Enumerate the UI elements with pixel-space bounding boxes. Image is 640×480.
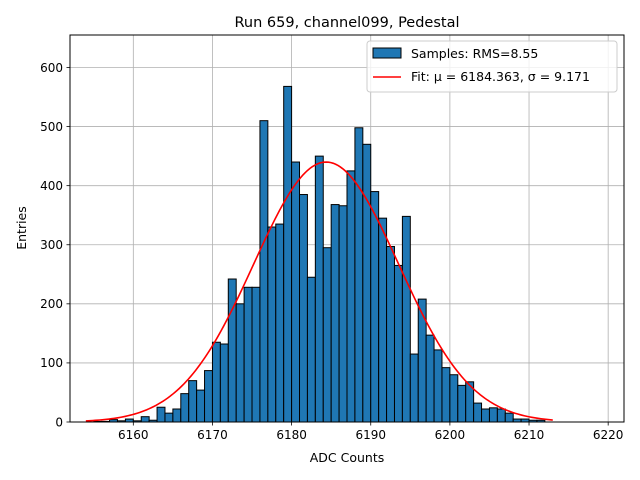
x-axis-ticks: 6160 6170 6180 6190 6200 6210 6220 (118, 422, 623, 442)
gaussian-fit-curve (85, 161, 553, 422)
histogram-bar (449, 374, 459, 423)
histogram-bar (211, 341, 221, 423)
histogram-bar (441, 367, 451, 423)
y-tick-label-2: 200 (40, 297, 63, 311)
histogram-bar (473, 402, 483, 423)
x-tick-label-1: 6170 (197, 428, 228, 442)
histogram-bar (354, 127, 364, 423)
histogram-bar (488, 407, 498, 423)
histogram-bar (275, 223, 285, 423)
histogram-bar (251, 286, 261, 423)
chart-title: Run 659, channel099, Pedestal (234, 15, 459, 31)
histogram-bar (156, 406, 166, 423)
legend-histogram-label: Samples: RMS=8.55 (411, 46, 538, 61)
y-axis-label: Entries (14, 206, 29, 250)
plot-frame (69, 34, 625, 423)
histogram-bar (393, 264, 403, 423)
x-tick-label-0: 6160 (118, 428, 149, 442)
histogram-bar (322, 247, 332, 423)
histogram-bar (314, 155, 324, 423)
legend: Samples: RMS=8.55 Fit: μ = 6184.363, σ =… (366, 40, 618, 93)
histogram-bar (433, 349, 443, 423)
y-tick-label-4: 400 (40, 179, 63, 193)
legend-box (366, 40, 618, 93)
y-tick-label-1: 100 (40, 356, 63, 370)
y-axis-ticks: 0 100 200 300 400 500 600 (40, 61, 70, 429)
histogram-bar (346, 170, 356, 423)
legend-histogram-swatch (372, 47, 402, 59)
x-tick-label-3: 6190 (355, 428, 386, 442)
histogram-bar (362, 143, 372, 423)
histogram-bar (204, 370, 213, 423)
histogram-bar (378, 217, 388, 423)
y-tick-label-6: 600 (40, 61, 63, 75)
y-tick-label-5: 500 (40, 120, 63, 134)
histogram-bar (267, 226, 277, 423)
histogram-bar (235, 303, 245, 423)
histogram-bar (401, 215, 411, 423)
histogram-bar (196, 389, 206, 423)
y-tick-label-3: 300 (40, 238, 63, 252)
histogram-bar (291, 161, 301, 423)
x-tick-label-6: 6220 (593, 428, 624, 442)
x-axis-label: ADC Counts (310, 450, 385, 465)
histogram-bar (172, 408, 182, 423)
x-tick-label-2: 6180 (276, 428, 307, 442)
histogram-bar (219, 343, 229, 423)
histogram-bar (370, 191, 380, 423)
histogram-bar (504, 412, 514, 423)
histogram-bar (283, 85, 293, 423)
histogram-bar (338, 205, 348, 423)
histogram-bar (243, 286, 253, 423)
histogram-bar (409, 353, 419, 423)
histogram-bar (188, 380, 198, 423)
histogram-bar (496, 408, 506, 423)
histogram-bar (259, 120, 269, 423)
histogram-bar (299, 194, 308, 423)
histogram-bar (457, 384, 467, 423)
histogram-bars (93, 85, 546, 423)
x-tick-label-5: 6210 (514, 428, 545, 442)
histogram-bar (140, 416, 150, 423)
histogram-bar (481, 408, 490, 423)
histogram-bar (386, 246, 395, 423)
legend-fit-label: Fit: μ = 6184.363, σ = 9.171 (411, 69, 590, 84)
histogram-bar (227, 278, 237, 423)
x-tick-label-4: 6200 (435, 428, 466, 442)
histogram-bar (425, 334, 435, 423)
histogram-bar (306, 276, 316, 423)
histogram-bar (330, 204, 340, 423)
histogram-bar (164, 412, 174, 423)
histogram-bar (180, 393, 190, 423)
y-tick-label-0: 0 (55, 415, 63, 429)
